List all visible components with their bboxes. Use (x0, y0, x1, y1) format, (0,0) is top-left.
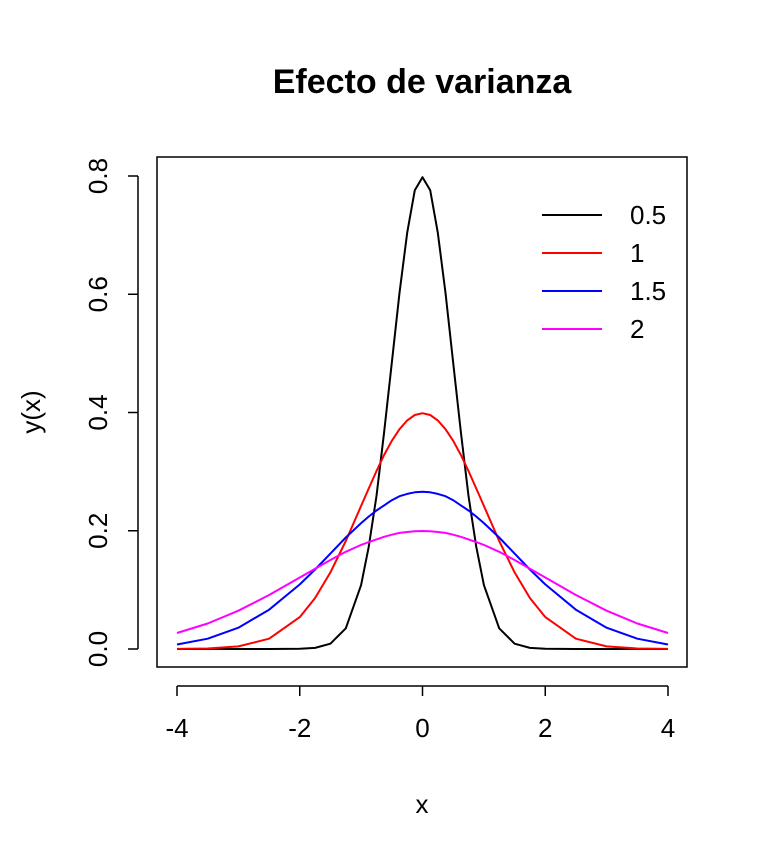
y-tick-label: 0.4 (83, 394, 113, 430)
y-axis: 0.0 0.2 0.4 0.6 0.8 (83, 158, 139, 667)
y-tick-label: 0.0 (83, 631, 113, 667)
chart-title: Efecto de varianza (273, 63, 573, 101)
series-line-4 (176, 530, 669, 634)
plot-frame (156, 156, 688, 668)
legend: 0.5 1 1.5 2 (542, 200, 666, 344)
legend-label: 1.5 (630, 276, 666, 306)
x-tick-label: 4 (661, 713, 675, 743)
series-layer (176, 176, 669, 650)
series-line-1 (177, 176, 668, 650)
legend-label: 0.5 (630, 200, 666, 230)
x-axis: -4 -2 0 2 4 (165, 685, 675, 743)
legend-label: 2 (630, 314, 644, 344)
x-tick-label: 2 (538, 713, 552, 743)
y-tick-label: 0.6 (83, 276, 113, 312)
series-line-2 (176, 412, 669, 650)
series-line-3 (176, 490, 669, 646)
x-axis-label: x (416, 789, 429, 819)
y-tick-label: 0.2 (83, 513, 113, 549)
x-tick-label: -2 (288, 713, 311, 743)
legend-label: 1 (630, 238, 644, 268)
x-tick-label: -4 (165, 713, 188, 743)
x-tick-label: 0 (415, 713, 429, 743)
y-tick-label: 0.8 (83, 158, 113, 194)
y-axis-label: y(x) (16, 390, 46, 433)
